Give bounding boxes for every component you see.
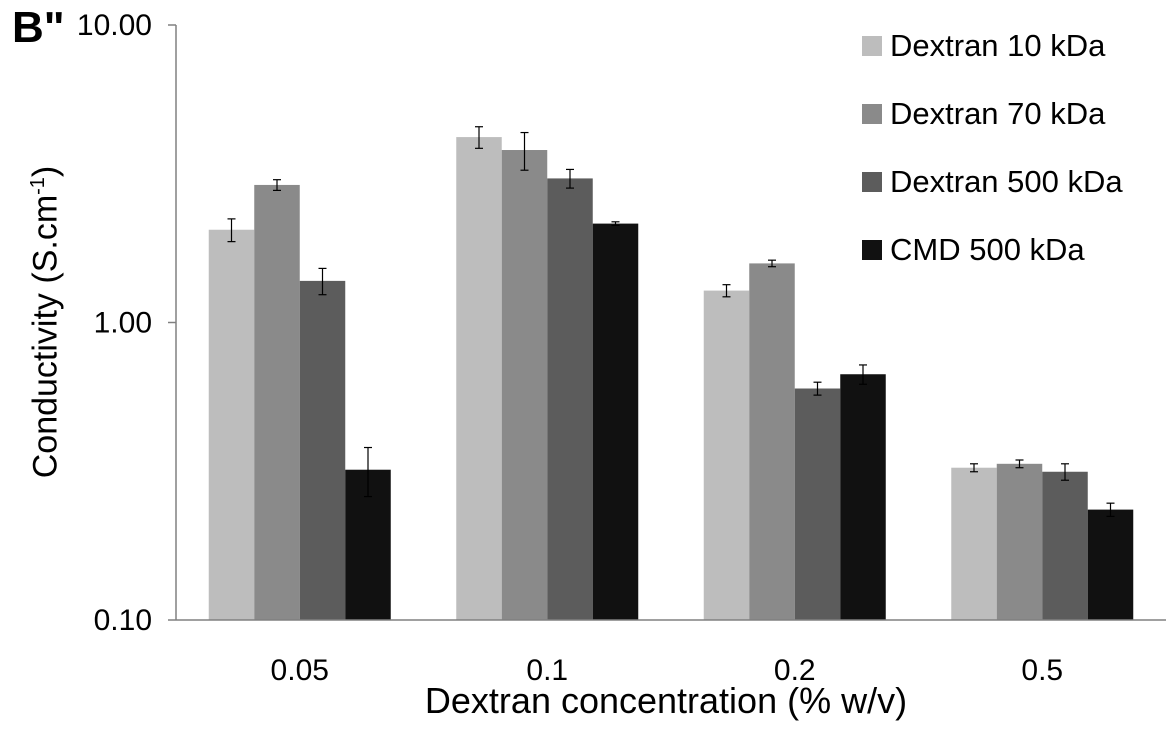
y-ticks-group: 0.10 1.00 10.00 [77, 9, 176, 637]
bar [456, 137, 502, 620]
bar [501, 150, 548, 620]
x-ticks-group: 0.05 0.1 0.2 0.5 [271, 654, 1064, 687]
bar [1042, 471, 1088, 620]
bar [208, 229, 255, 620]
legend-label: Dextran 70 kDa [890, 95, 1106, 131]
bar [951, 467, 997, 620]
legend-label: CMD 500 kDa [890, 231, 1085, 267]
legend-label: Dextran 10 kDa [890, 27, 1106, 63]
y-axis-label-main: Conductivity (S.cm [26, 194, 65, 479]
x-tick-label: 0.5 [1021, 654, 1063, 687]
legend-swatch [862, 239, 882, 260]
bar [1087, 509, 1134, 620]
y-tick-label: 0.10 [94, 604, 152, 637]
legend-swatch [862, 103, 882, 124]
bar [794, 388, 841, 620]
x-axis-label: Dextran concentration (% w/v) [424, 680, 908, 721]
y-axis-label-sup: -1 [27, 177, 50, 195]
legend-swatch [862, 35, 882, 56]
bars-group [208, 137, 1134, 621]
y-axis-label-tail: ) [26, 165, 65, 178]
error-bars-group [227, 126, 1115, 517]
legend-item: CMD 500 kDa [862, 226, 1123, 273]
legend-item: Dextran 500 kDa [862, 158, 1123, 205]
x-tick-label: 0.2 [774, 654, 816, 687]
y-axis-label: Conductivity (S.cm-1) [27, 166, 66, 479]
legend-item: Dextran 10 kDa [862, 22, 1123, 69]
bar [547, 178, 593, 621]
legend-item: Dextran 70 kDa [862, 90, 1123, 137]
bar [299, 280, 346, 620]
legend-label: Dextran 500 kDa [890, 163, 1123, 199]
y-tick-label: 1.00 [94, 307, 152, 340]
bar [749, 263, 795, 620]
bar [996, 463, 1043, 620]
bar [254, 184, 300, 621]
x-tick-label: 0.05 [271, 654, 329, 687]
legend-swatch [862, 171, 882, 192]
bar [840, 374, 886, 620]
bar [592, 223, 639, 621]
bar [703, 290, 750, 620]
y-tick-label: 10.00 [77, 9, 152, 42]
panel-label: B" [12, 3, 65, 52]
legend: Dextran 10 kDa Dextran 70 kDa Dextran 50… [862, 22, 1123, 294]
x-tick-label: 0.1 [526, 654, 568, 687]
